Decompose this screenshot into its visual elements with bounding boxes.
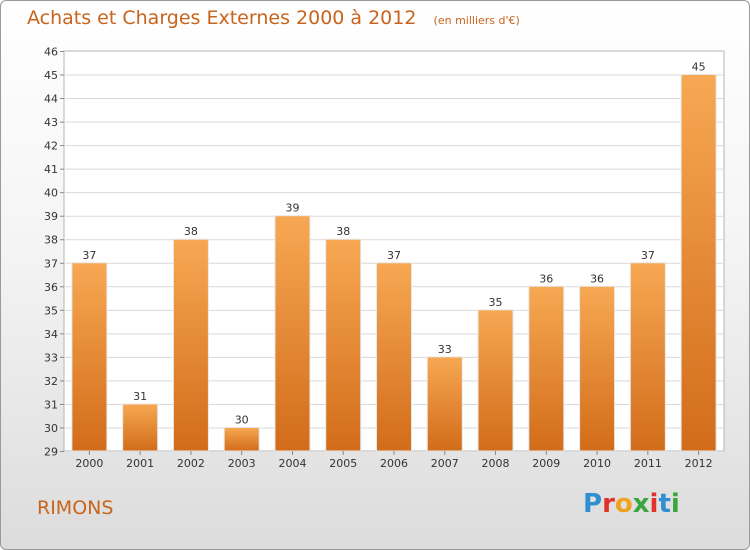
y-tick-label: 45 [44,69,58,82]
y-tick-label: 30 [44,422,58,435]
bar[interactable] [629,262,666,452]
chart-title: Achats et Charges Externes 2000 à 2012 [27,7,417,29]
y-tick-label: 34 [44,328,58,341]
title-row: Achats et Charges Externes 2000 à 2012 (… [27,7,520,29]
bar[interactable] [680,74,717,452]
x-tick-label: 2008 [482,457,510,470]
x-tick-label: 2012 [685,457,713,470]
data-label: 45 [692,61,706,74]
y-tick-label: 33 [44,351,58,364]
y-tick-label: 32 [44,375,58,388]
data-label: 33 [438,343,452,356]
data-label: 37 [641,249,655,262]
y-tick-label: 44 [44,93,58,106]
data-label: 37 [387,249,401,262]
chart-unit: (en milliers d'€) [433,14,520,27]
y-tick-label: 29 [44,446,58,459]
bar[interactable] [122,403,159,452]
y-tick-label: 35 [44,304,58,317]
x-tick-label: 2007 [431,457,459,470]
bar[interactable] [579,285,616,452]
logo-letter: r [602,489,615,519]
y-tick-label: 43 [44,116,58,129]
bar[interactable] [477,309,514,452]
proxiti-logo[interactable]: Proxiti [583,489,680,519]
data-label: 38 [184,225,198,238]
y-tick-label: 38 [44,234,58,247]
logo-letter: i [670,489,680,519]
bar[interactable] [376,262,412,452]
data-label: 36 [590,272,604,285]
bar[interactable] [528,285,565,452]
bar[interactable] [223,426,260,452]
logo-letter: o [614,489,633,519]
x-tick-label: 2003 [228,457,256,470]
x-tick-label: 2011 [634,457,662,470]
x-tick-label: 2005 [329,457,357,470]
y-tick-label: 36 [44,281,58,294]
y-tick-label: 31 [44,398,58,411]
data-label: 31 [133,390,147,403]
x-tick-label: 2006 [380,457,408,470]
data-label: 30 [235,413,249,426]
x-tick-label: 2002 [177,457,205,470]
x-tick-label: 2004 [278,457,306,470]
data-label: 37 [82,249,96,262]
logo-letter: P [583,489,603,519]
data-label: 39 [285,202,299,215]
data-label: 36 [539,272,553,285]
bar[interactable] [274,215,311,452]
x-tick-label: 2001 [126,457,154,470]
y-tick-label: 41 [44,163,58,176]
x-tick-label: 2000 [75,457,103,470]
logo-letter: i [649,489,659,519]
x-tick-label: 2010 [583,457,611,470]
x-tick-label: 2009 [532,457,560,470]
bar[interactable] [172,238,209,452]
data-label: 35 [489,296,503,309]
logo-letter: x [632,489,650,519]
bar[interactable] [71,262,108,452]
y-tick-label: 37 [44,257,58,270]
y-tick-label: 46 [44,46,58,59]
bar[interactable] [325,238,362,452]
logo-letter: t [658,489,671,519]
commune-name: RIMONS [37,497,114,519]
y-tick-label: 39 [44,210,58,223]
y-tick-label: 42 [44,140,58,153]
data-label: 38 [336,225,350,238]
y-tick-label: 40 [44,187,58,200]
bar[interactable] [426,356,463,452]
